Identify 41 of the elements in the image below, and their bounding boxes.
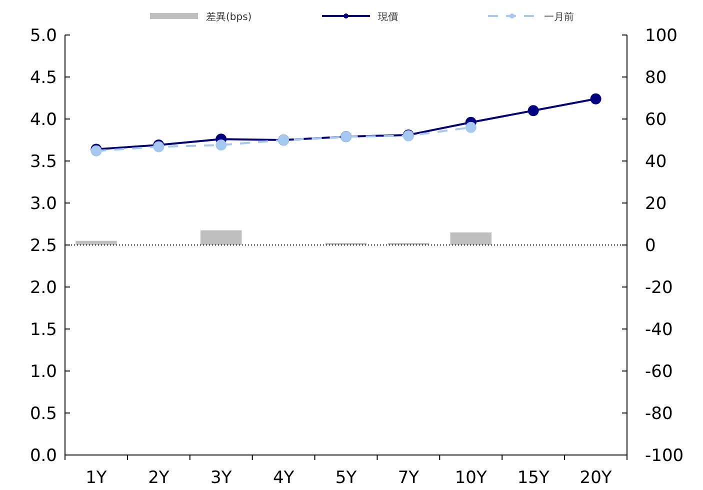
x-tick-label: 15Y — [517, 468, 550, 488]
y-tick-label: 3.5 — [30, 152, 57, 172]
bar — [200, 230, 242, 245]
y2-tick-label: 40 — [645, 152, 667, 172]
y-tick-label: 0.5 — [30, 404, 57, 424]
y2-tick-label: 60 — [645, 110, 667, 130]
x-tick-label: 2Y — [148, 468, 170, 488]
point — [465, 122, 476, 133]
x-tick-label: 10Y — [454, 468, 488, 488]
point — [216, 140, 227, 151]
bar — [76, 240, 117, 245]
y-tick-label: 0.0 — [30, 446, 57, 466]
x-tick-label: 4Y — [272, 468, 295, 488]
y-tick-label: 4.5 — [30, 68, 57, 88]
y2-tick-label: -20 — [645, 278, 673, 298]
y-tick-label: 4.0 — [30, 110, 57, 130]
legend-label: 一月前 — [544, 11, 574, 23]
y2-tick-label: 100 — [645, 26, 678, 46]
y2-tick-label: 20 — [645, 194, 667, 214]
y2-tick-label: 0 — [645, 236, 656, 256]
x-tick-label: 5Y — [335, 468, 358, 488]
bar — [450, 232, 492, 245]
y2-tick-label: -80 — [645, 404, 673, 424]
point — [528, 105, 539, 116]
legend-label: 現價 — [378, 12, 398, 23]
y2-tick-label: 80 — [645, 68, 667, 88]
x-tick-label: 7Y — [398, 468, 420, 488]
x-tick-label: 1Y — [86, 468, 108, 488]
legend-label: 差異(bps) — [206, 11, 252, 23]
y-tick-label: 2.0 — [30, 278, 57, 298]
y-tick-label: 1.5 — [30, 320, 57, 340]
x-tick-label: 20Y — [580, 468, 612, 488]
y2-tick-label: -100 — [645, 446, 684, 466]
y-tick-label: 2.5 — [30, 236, 57, 256]
point — [590, 93, 602, 104]
y-tick-label: 5.0 — [30, 26, 57, 46]
y2-tick-label: -60 — [645, 362, 673, 382]
y2-tick-label: -40 — [645, 320, 673, 340]
y-tick-label: 3.0 — [30, 194, 57, 214]
y-tick-label: 1.0 — [30, 362, 57, 382]
x-tick-label: 3Y — [210, 468, 232, 488]
